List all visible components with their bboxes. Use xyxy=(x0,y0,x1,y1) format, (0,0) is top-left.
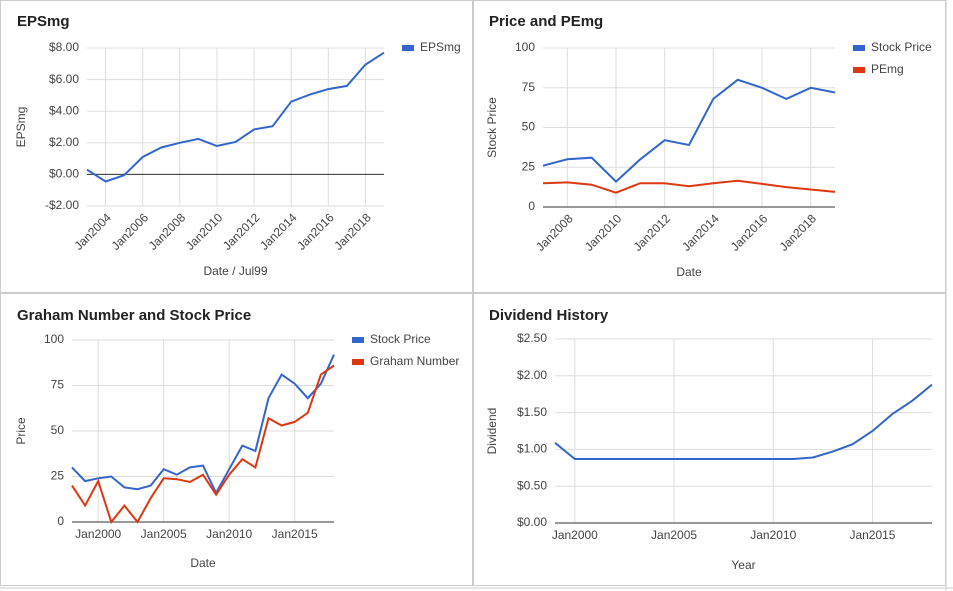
legend-label: Stock Price xyxy=(370,332,431,346)
y-axis-label: Dividend xyxy=(485,408,499,455)
line-series xyxy=(71,364,335,525)
y-tick-label: $4.00 xyxy=(49,103,79,117)
x-tick-label: Jan2015 xyxy=(849,528,895,542)
x-tick-label: Jan2010 xyxy=(206,527,252,541)
y-tick-label: 50 xyxy=(51,423,65,437)
y-tick-label: $2.00 xyxy=(49,135,79,149)
legend-label: Graham Number xyxy=(370,354,459,368)
y-tick-label: 50 xyxy=(522,120,536,134)
y-tick-label: $0.50 xyxy=(517,478,547,492)
y-axis-label: Stock Price xyxy=(485,97,499,158)
line-series xyxy=(554,383,933,460)
y-tick-label: 75 xyxy=(51,378,65,392)
y-tick-label: $1.50 xyxy=(517,405,547,419)
legend-label: PEmg xyxy=(871,62,904,76)
y-tick-label: 0 xyxy=(528,199,535,213)
y-axis-label: Price xyxy=(14,417,28,445)
line-series xyxy=(542,78,836,183)
y-tick-label: 0 xyxy=(57,514,64,528)
x-axis-label: Date / Jul99 xyxy=(203,264,267,278)
line-series xyxy=(86,51,385,183)
chart-title: Dividend History xyxy=(489,307,609,324)
y-axis-label: EPSmg xyxy=(14,107,28,148)
x-tick-label: Jan2005 xyxy=(141,527,187,541)
line-series xyxy=(542,179,836,194)
x-tick-label: Jan2005 xyxy=(651,528,697,542)
y-tick-label: $0.00 xyxy=(49,167,79,181)
y-tick-label: $1.00 xyxy=(517,442,547,456)
y-tick-label: -$2.00 xyxy=(45,198,79,212)
y-tick-label: $2.50 xyxy=(517,331,547,345)
x-axis-label: Date xyxy=(676,265,702,279)
chart-title: EPSmg xyxy=(17,13,70,30)
x-axis-label: Year xyxy=(731,558,755,572)
y-tick-label: $2.00 xyxy=(517,368,547,382)
y-tick-label: 100 xyxy=(44,332,64,346)
x-axis-label: Date xyxy=(190,556,216,570)
legend-swatch xyxy=(853,45,865,51)
legend-swatch xyxy=(352,359,364,365)
legend-swatch xyxy=(853,67,865,73)
x-tick-label: Jan2000 xyxy=(75,527,121,541)
y-tick-label: $6.00 xyxy=(49,72,79,86)
legend-swatch xyxy=(352,337,364,343)
y-tick-label: 75 xyxy=(522,80,536,94)
y-tick-label: $0.00 xyxy=(517,515,547,529)
y-tick-label: 25 xyxy=(51,469,65,483)
chart-title: Graham Number and Stock Price xyxy=(17,307,251,324)
y-tick-label: 25 xyxy=(522,159,536,173)
y-tick-label: $8.00 xyxy=(49,40,79,54)
line-series xyxy=(71,354,335,496)
x-tick-label: Jan2000 xyxy=(552,528,598,542)
y-tick-label: 100 xyxy=(515,40,535,54)
legend-swatch xyxy=(402,45,414,51)
x-tick-label: Jan2010 xyxy=(750,528,796,542)
legend-label: EPSmg xyxy=(420,40,461,54)
legend-label: Stock Price xyxy=(871,40,932,54)
x-tick-label: Jan2015 xyxy=(272,527,318,541)
chart-title: Price and PEmg xyxy=(489,13,603,30)
